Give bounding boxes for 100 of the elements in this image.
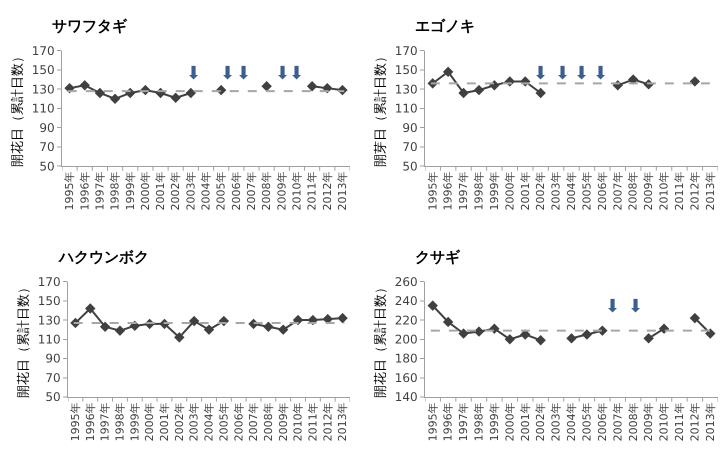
point [204, 324, 214, 335]
point [582, 329, 592, 340]
x-tick-label: 2004年 [200, 172, 213, 211]
point [690, 312, 700, 324]
y-tick-label: 140 [394, 390, 418, 404]
point [186, 88, 196, 98]
x-tick-label: 2003年 [188, 402, 201, 442]
x-tick-label: 2000年 [138, 172, 152, 211]
y-tick-label: 220 [394, 313, 418, 328]
x-tick-label: 2012年 [688, 172, 702, 211]
x-tick-label: 2008年 [260, 172, 274, 211]
point [188, 316, 200, 326]
annotation: ⬇ [186, 63, 202, 84]
point [442, 316, 454, 328]
x-tick-label: 2001年 [518, 402, 532, 442]
point [442, 66, 454, 78]
y-tick-label: 50 [45, 390, 61, 404]
y-tick-label: 110 [32, 102, 55, 116]
y-tick-label: 70 [402, 140, 418, 154]
point [263, 322, 274, 332]
y-tick-label: 200 [394, 332, 418, 346]
point [458, 328, 469, 339]
point [100, 322, 110, 332]
x-tick-label: 1998年 [108, 172, 122, 211]
y-axis-title: 開花日（累計日数） [10, 50, 26, 167]
point [337, 312, 348, 324]
point [705, 328, 716, 339]
x-tick-label: 2011年 [673, 402, 686, 442]
x-tick-label: 2010年 [292, 402, 305, 442]
x-tick-label: 2012年 [321, 402, 334, 442]
point [114, 325, 126, 336]
x-tick-label: 2006年 [232, 402, 246, 442]
x-tick-label: 1995年 [68, 402, 82, 442]
x-tick-label: 2004年 [202, 402, 216, 442]
y-tick-label: 50 [402, 159, 418, 174]
x-tick-label: 2009年 [275, 172, 288, 211]
x-tick-label: 2005年 [580, 172, 594, 211]
x-tick-label: 2008年 [626, 172, 640, 211]
x-tick-label: 2002年 [172, 402, 186, 442]
x-tick-label: 2007年 [611, 172, 624, 211]
x-tick-label: 2000年 [503, 172, 516, 211]
annotation: ⬇ [236, 63, 252, 84]
annotation: ⬇ [593, 63, 608, 84]
x-tick-label: 2006年 [596, 172, 609, 211]
y-tick-label: 70 [45, 370, 61, 385]
annotation: ⬇ [275, 63, 290, 84]
annotation: ⬇ [533, 63, 548, 84]
x-tick-label: 1995年 [426, 402, 440, 442]
chart-title: エゴノキ [415, 17, 475, 35]
x-tick-label: 2007年 [245, 172, 258, 211]
x-tick-label: 2008年 [626, 402, 640, 442]
x-tick-label: 2005年 [214, 172, 228, 211]
x-tick-label: 2000年 [143, 402, 156, 442]
y-tick-label: 170 [38, 274, 61, 289]
annotation: ⬇ [289, 63, 304, 84]
chart-title: ハクウンボク [58, 248, 149, 266]
x-tick-label: 1996年 [84, 402, 97, 442]
x-tick-label: 1999年 [124, 172, 137, 211]
x-tick-label: 2001年 [158, 402, 172, 442]
x-tick-label: 2005年 [580, 402, 594, 442]
x-tick-label: 1998年 [472, 402, 486, 442]
annotation: ⬇ [574, 63, 590, 84]
point [278, 324, 288, 335]
x-tick-label: 2002年 [534, 172, 548, 211]
point [458, 88, 469, 98]
point [170, 92, 181, 103]
x-tick-label: 2003年 [550, 402, 563, 442]
x-tick-label: 1997年 [98, 402, 112, 442]
point [474, 326, 484, 337]
y-axis-title: 開芽日（累計日数） [374, 50, 389, 167]
y-tick-label: 170 [394, 44, 418, 58]
x-tick-label: 2013年 [704, 172, 717, 211]
y-tick-label: 130 [394, 82, 418, 96]
x-tick-label: 2009年 [642, 172, 656, 211]
point [174, 332, 185, 343]
point [535, 335, 546, 346]
x-tick-label: 1996年 [442, 172, 455, 211]
x-tick-label: 2001年 [154, 172, 168, 211]
x-tick-label: 2013年 [704, 402, 717, 442]
point [643, 333, 654, 344]
point [292, 314, 304, 326]
x-tick-label: 1999年 [128, 402, 142, 442]
chart-title: クサギ [415, 248, 461, 266]
y-axis-title: 開花日（累計日数） [374, 280, 389, 398]
x-tick-label: 2002年 [169, 172, 182, 211]
point [261, 81, 272, 92]
x-tick-label: 2011年 [673, 172, 686, 211]
x-tick-label: 2006年 [596, 402, 609, 442]
x-tick-label: 2004年 [565, 402, 578, 442]
y-tick-label: 150 [394, 63, 418, 78]
x-tick-label: 2012年 [688, 402, 702, 442]
point [428, 300, 438, 311]
point [110, 94, 120, 104]
y-tick-label: 70 [39, 140, 55, 154]
x-tick-label: 2003年 [184, 172, 198, 211]
point [535, 88, 546, 98]
y-tick-label: 90 [39, 120, 55, 135]
x-tick-label: 2007年 [611, 402, 624, 442]
x-tick-label: 1998年 [472, 172, 486, 211]
y-tick-label: 110 [394, 102, 418, 116]
